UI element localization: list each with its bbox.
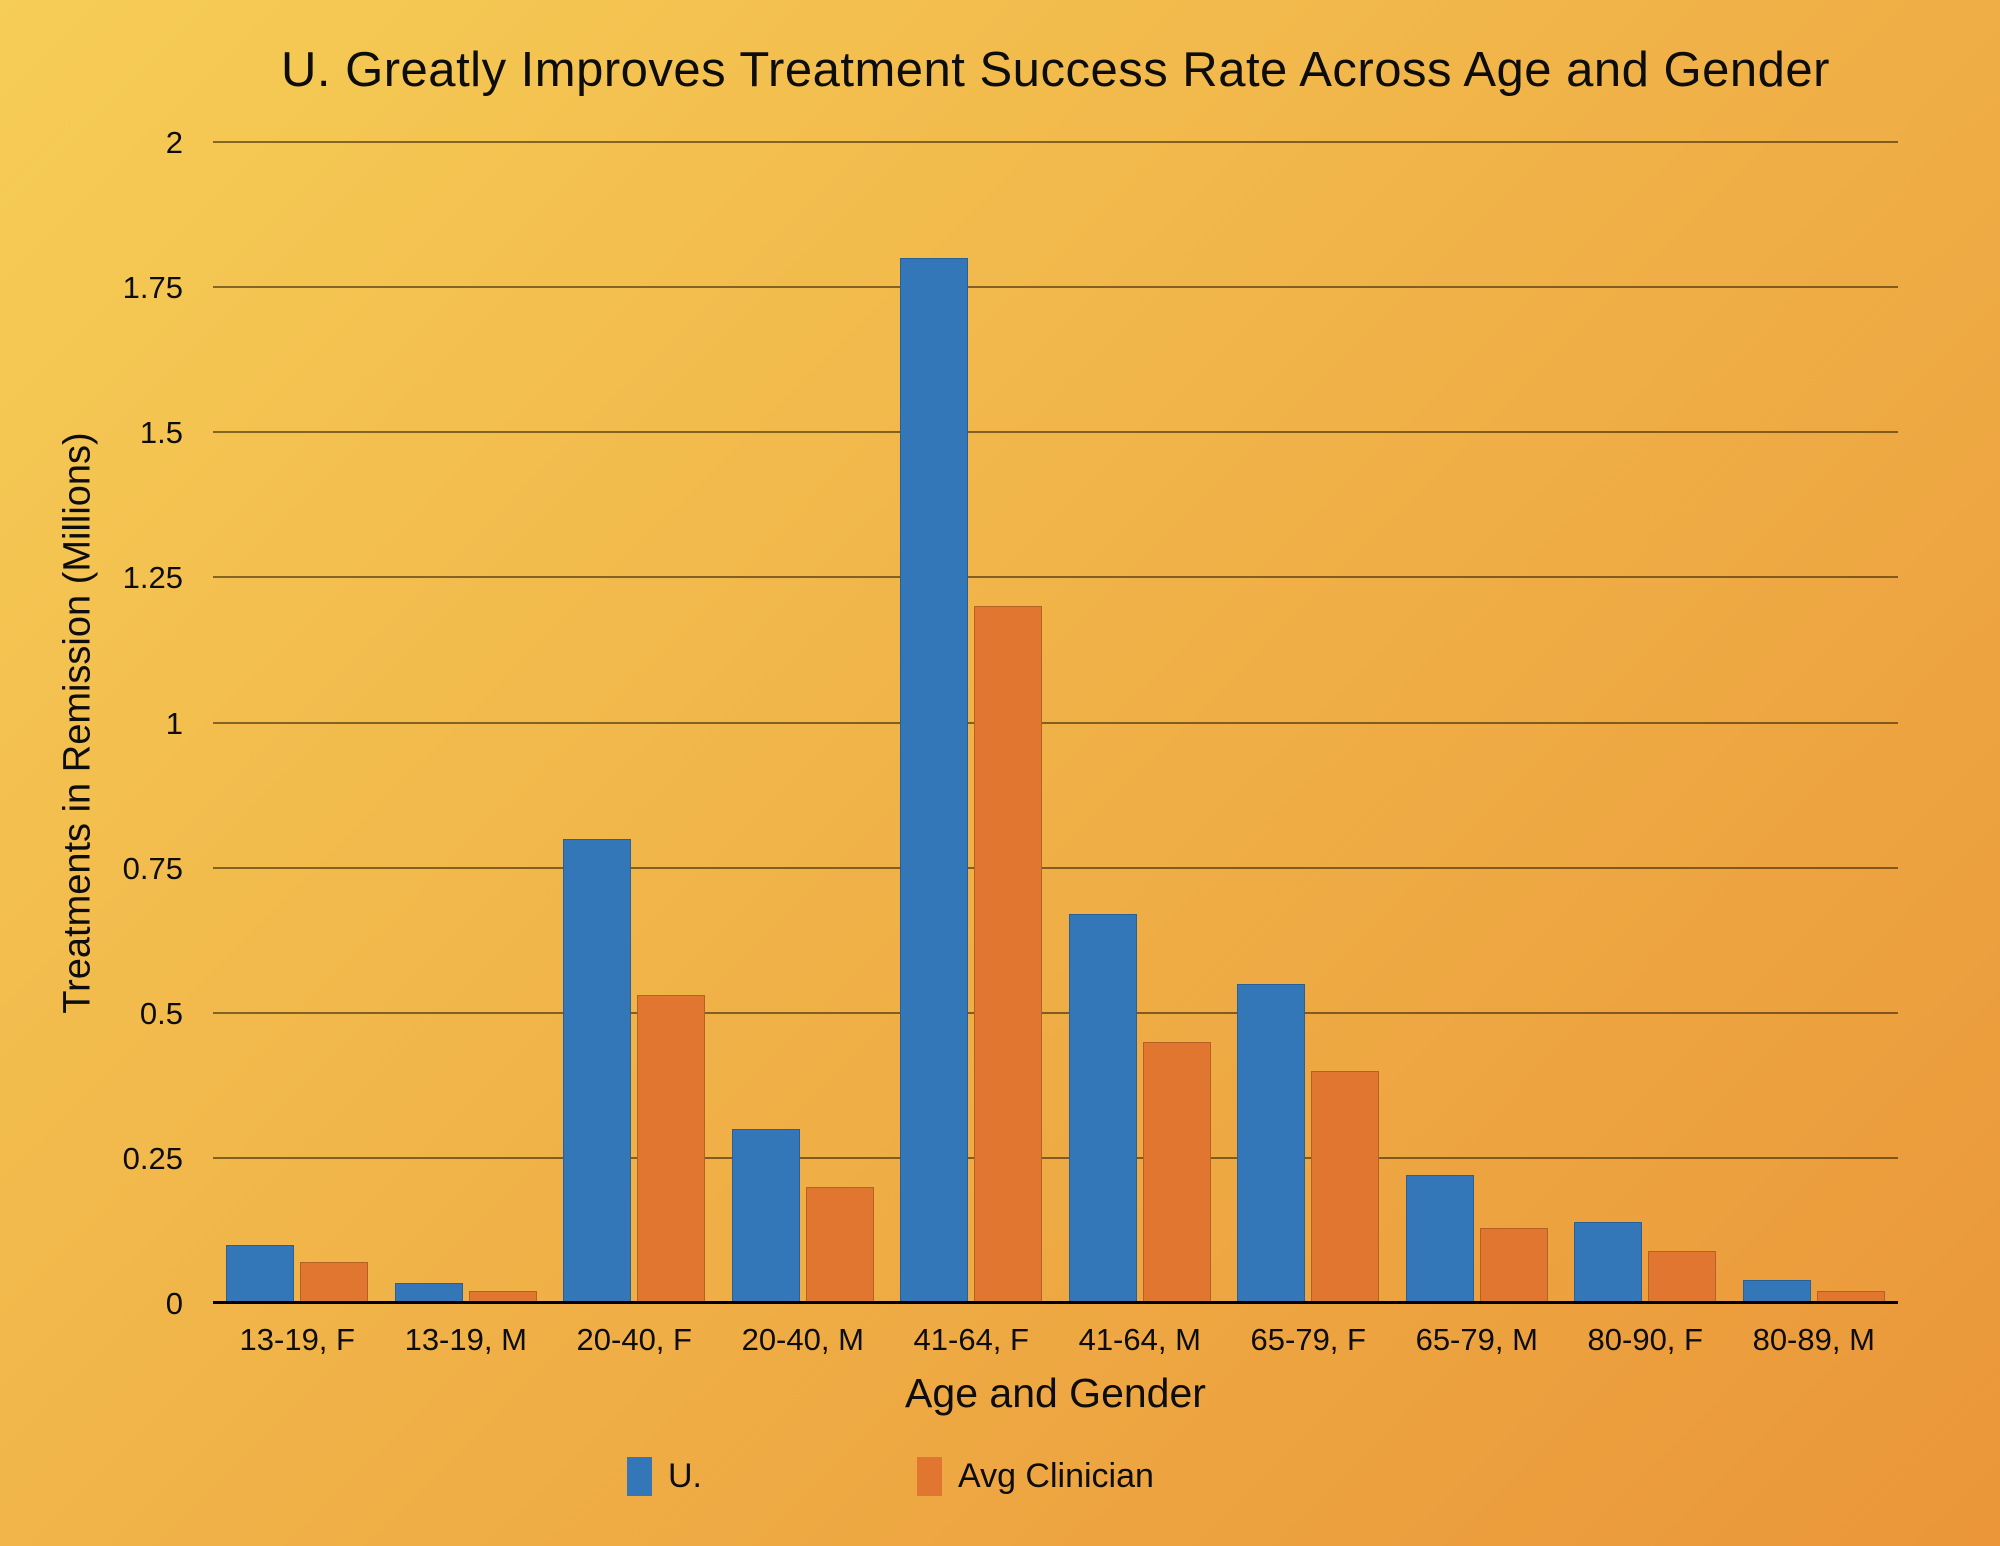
y-tick-label-1.25: 1.25 [122,560,183,596]
gridline-2 [213,141,1898,143]
x-tick-label-80-90-f: 80-90, F [1587,1322,1703,1357]
bar-u-41-64-f [900,258,969,1304]
legend-swatch-u [627,1457,652,1496]
y-tick-label-1.75: 1.75 [122,270,183,306]
gridline-1.75 [213,286,1898,289]
y-tick-label-0.5: 0.5 [139,995,183,1031]
gridline-0.75 [213,866,1898,869]
legend-swatch-avg-clinician [917,1457,942,1496]
bar-avg-clinician-65-79-m [1479,1227,1548,1304]
gridline-1.25 [213,576,1898,579]
legend-label-avg-clinician: Avg Clinician [958,1457,1154,1495]
legend-label-u: U. [668,1457,702,1495]
y-tick-label-0: 0 [165,1286,183,1321]
bar-u-13-19-f [226,1244,295,1304]
gridline-0.25 [213,1156,1898,1159]
bar-avg-clinician-41-64-m [1142,1041,1211,1304]
gridline-1 [213,721,1898,724]
x-tick-label-13-19-m: 13-19, M [404,1322,527,1357]
bar-avg-clinician-80-89-m [1816,1291,1885,1304]
x-tick-label-65-79-f: 65-79, F [1250,1322,1366,1357]
y-tick-label-1: 1 [165,705,183,741]
bar-avg-clinician-41-64-f [974,606,1043,1304]
y-tick-label-0.75: 0.75 [122,850,183,886]
bar-u-41-64-m [1068,914,1137,1304]
y-tick-label-0.25: 0.25 [122,1140,183,1176]
x-tick-label-80-89-m: 80-89, M [1752,1322,1875,1357]
plot-area: 0 0.25 0.5 0.75 1 1.25 1.5 1.75 2 13-19, F 13-19, … [123,125,1898,1357]
bar-u-20-40-m [731,1128,800,1304]
x-tick-label-20-40-m: 20-40, M [741,1322,864,1357]
bar-avg-clinician-80-90-f [1648,1250,1717,1304]
bar-u-65-79-m [1405,1175,1474,1304]
bar-avg-clinician-20-40-f [637,995,706,1304]
x-axis-title: Age and Gender [905,1370,1206,1416]
x-axis-line [213,1301,1898,1304]
bar-u-13-19-m [394,1282,463,1304]
bar-avg-clinician-13-19-f [300,1262,369,1304]
chart-title: U. Greatly Improves Treatment Success Ra… [281,43,1830,97]
bar-u-65-79-f [1237,983,1306,1304]
bar-avg-clinician-20-40-m [805,1186,874,1304]
legend-item-u: U. [627,1457,702,1496]
x-tick-label-41-64-f: 41-64, F [913,1322,1029,1357]
bar-u-80-89-m [1742,1279,1811,1304]
gridline-0.5 [213,1011,1898,1014]
bar-avg-clinician-13-19-m [468,1291,537,1304]
bar-u-20-40-f [563,838,632,1304]
legend-item-avg-clinician: Avg Clinician [917,1457,1154,1496]
x-tick-label-13-19-f: 13-19, F [239,1322,355,1357]
gridline-1.5 [213,431,1898,434]
bar-u-80-90-f [1574,1221,1643,1304]
y-tick-label-2: 2 [165,125,183,160]
x-tick-label-65-79-m: 65-79, M [1415,1322,1538,1357]
bar-avg-clinician-65-79-f [1311,1070,1380,1304]
y-tick-label-1.5: 1.5 [139,415,183,451]
x-tick-label-41-64-m: 41-64, M [1078,1322,1201,1357]
x-tick-label-20-40-f: 20-40, F [576,1322,692,1357]
y-axis-title: Treatments in Remission (Millions) [56,432,99,1014]
